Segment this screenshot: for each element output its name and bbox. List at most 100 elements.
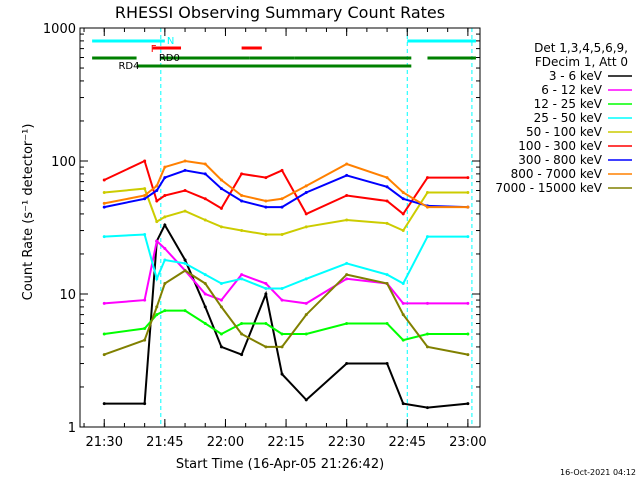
legend-label: 3 - 6 keV xyxy=(549,69,603,83)
data-point xyxy=(155,313,159,317)
data-point xyxy=(280,233,284,237)
data-point xyxy=(345,277,349,281)
data-point xyxy=(385,362,389,366)
data-point xyxy=(163,165,167,169)
legend-label: 7000 - 15000 keV xyxy=(495,181,602,195)
data-point xyxy=(102,332,106,336)
data-point xyxy=(385,322,389,326)
data-point xyxy=(240,332,244,336)
data-point xyxy=(304,190,308,194)
data-point xyxy=(425,205,429,209)
data-point xyxy=(401,190,405,194)
data-point xyxy=(264,286,268,290)
data-point xyxy=(466,176,470,180)
data-point xyxy=(401,281,405,285)
data-point xyxy=(143,159,147,163)
series-line-8 xyxy=(103,269,469,356)
data-point xyxy=(385,199,389,203)
data-point xyxy=(345,322,349,326)
legend-label: 300 - 800 keV xyxy=(518,153,602,167)
data-point xyxy=(264,176,268,180)
data-point xyxy=(304,332,308,336)
data-point xyxy=(345,218,349,222)
data-point xyxy=(240,273,244,277)
data-point xyxy=(203,172,207,176)
data-point xyxy=(425,176,429,180)
data-point xyxy=(102,201,106,205)
data-point xyxy=(183,189,187,193)
flag-label-f: F xyxy=(151,44,157,55)
data-point xyxy=(219,332,223,336)
legend-label: 12 - 25 keV xyxy=(534,97,603,111)
x-tick-label: 22:45 xyxy=(389,435,426,450)
data-point xyxy=(264,322,268,326)
data-point xyxy=(163,281,167,285)
data-point xyxy=(163,223,167,227)
legend-label: 25 - 50 keV xyxy=(534,111,603,125)
chart-title: RHESSI Observing Summary Count Rates xyxy=(115,3,445,22)
data-point xyxy=(385,185,389,189)
legend: Det 1,3,4,5,6,9,FDecim 1, Att 03 - 6 keV… xyxy=(495,41,632,195)
data-point xyxy=(203,322,207,326)
data-point xyxy=(264,292,268,296)
data-point xyxy=(102,190,106,194)
data-point xyxy=(345,362,349,366)
data-point xyxy=(466,301,470,305)
data-point xyxy=(280,332,284,336)
data-point xyxy=(425,345,429,349)
data-point xyxy=(280,286,284,290)
data-point xyxy=(143,187,147,191)
data-point xyxy=(425,406,429,410)
data-point xyxy=(203,197,207,201)
data-point xyxy=(219,178,223,182)
data-point xyxy=(345,261,349,265)
flag-label-rd4: RD4 xyxy=(118,61,139,72)
data-point xyxy=(264,345,268,349)
data-point xyxy=(425,332,429,336)
data-point xyxy=(304,184,308,188)
x-tick-label: 22:15 xyxy=(267,435,304,450)
data-point xyxy=(466,235,470,239)
data-point xyxy=(219,281,223,285)
data-point xyxy=(143,327,147,331)
data-point xyxy=(466,332,470,336)
data-point xyxy=(183,159,187,163)
series-line-3 xyxy=(104,233,468,290)
data-point xyxy=(219,305,223,309)
timestamp-label: 16-Oct-2021 04:12 xyxy=(560,468,636,477)
legend-header: FDecim 1, Att 0 xyxy=(535,55,628,69)
data-point xyxy=(143,298,147,302)
data-point xyxy=(240,229,244,233)
data-point xyxy=(304,277,308,281)
x-tick-label: 21:45 xyxy=(146,435,183,450)
legend-label: 6 - 12 keV xyxy=(541,83,603,97)
data-point xyxy=(163,176,167,180)
data-point xyxy=(401,197,405,201)
series-line-1 xyxy=(104,239,468,305)
data-point xyxy=(102,235,106,239)
data-point xyxy=(102,178,106,182)
data-point xyxy=(304,398,308,402)
legend-label: 100 - 300 keV xyxy=(518,139,602,153)
data-point xyxy=(280,168,284,172)
data-point xyxy=(183,261,187,265)
data-point xyxy=(466,353,470,357)
data-point xyxy=(401,301,405,305)
y-tick-label: 10 xyxy=(59,288,76,303)
data-point xyxy=(183,309,187,313)
data-point xyxy=(466,402,470,406)
series-line-5 xyxy=(103,159,468,216)
flag-label-n: N xyxy=(167,36,174,47)
series-line-4 xyxy=(104,187,468,236)
data-point xyxy=(401,212,405,216)
data-point xyxy=(155,220,159,224)
data-point xyxy=(240,172,244,176)
data-point xyxy=(163,258,167,262)
y-axis-label: Count Rate (s⁻¹ detector⁻¹) xyxy=(21,124,36,301)
data-point xyxy=(143,194,147,198)
data-point xyxy=(304,225,308,229)
data-point xyxy=(203,292,207,296)
data-point xyxy=(143,233,147,237)
data-point xyxy=(219,345,223,349)
data-point xyxy=(183,258,187,262)
